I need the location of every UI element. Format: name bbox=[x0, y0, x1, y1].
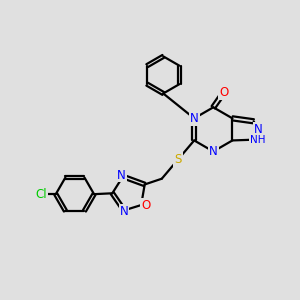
Text: NH: NH bbox=[250, 135, 266, 145]
Text: O: O bbox=[219, 86, 228, 99]
Text: O: O bbox=[141, 199, 150, 212]
Text: N: N bbox=[117, 169, 126, 182]
Text: Cl: Cl bbox=[35, 188, 47, 201]
Text: S: S bbox=[174, 153, 182, 166]
Text: N: N bbox=[254, 123, 263, 136]
Text: N: N bbox=[120, 205, 128, 218]
Text: N: N bbox=[190, 112, 199, 125]
Text: N: N bbox=[209, 145, 218, 158]
